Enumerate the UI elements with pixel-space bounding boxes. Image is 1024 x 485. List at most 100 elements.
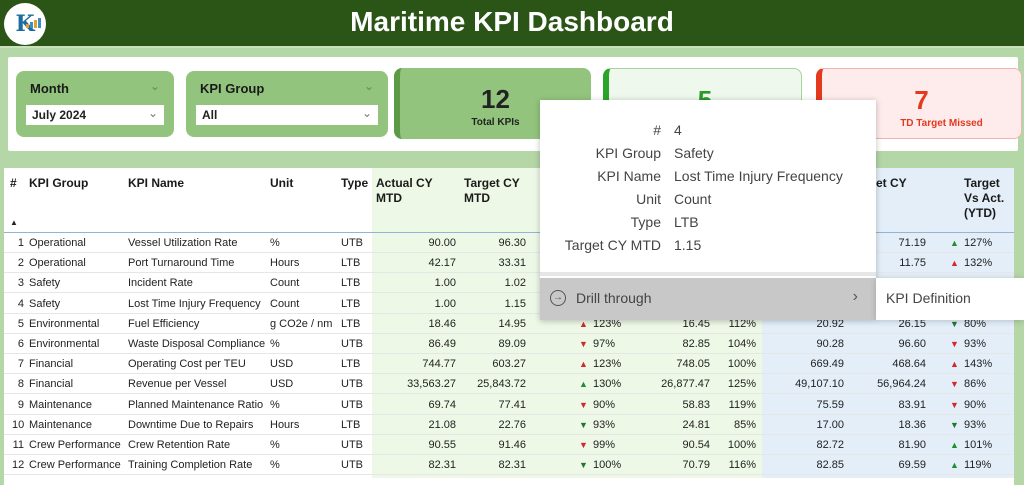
- cell-tva_ytd: 101%: [964, 439, 993, 451]
- cell-tva_mtd: 123%: [593, 358, 622, 371]
- table-row[interactable]: 5 Environmental Fuel Efficiency g CO2e / nm…: [4, 314, 1014, 334]
- cell-a_mtd: 90.00: [428, 237, 456, 249]
- cell-a_ytd: 49,107.10: [795, 378, 844, 391]
- cell-unit: Count: [270, 297, 300, 310]
- drill-submenu[interactable]: KPI Definition: [876, 278, 1024, 320]
- tooltip-key: KPI Group: [595, 145, 661, 161]
- cell-cy_py: 100%: [727, 439, 756, 451]
- cell-type: UTB: [341, 439, 363, 451]
- cell-a_mtd: 21.08: [428, 418, 456, 431]
- chevron-down-icon: ⌄: [361, 106, 372, 120]
- cell-tva_ytd: 86%: [964, 378, 987, 391]
- month-value: July 2024: [32, 108, 87, 122]
- kpi-definition-menu-item[interactable]: KPI Definition: [886, 290, 971, 306]
- cell-name: Waste Disposal Compliance: [128, 338, 266, 350]
- cell-group: Crew Performance: [29, 459, 121, 472]
- triangle-down-icon: ▼: [579, 440, 588, 450]
- cell-unit: %: [270, 237, 280, 249]
- cell-name: Crew Retention Rate: [128, 439, 231, 451]
- table-row[interactable]: 6 Environmental Waste Disposal Compliance%…: [4, 334, 1014, 354]
- chevron-right-icon: ›: [852, 288, 858, 305]
- tooltip-value: 4: [674, 122, 682, 138]
- cell-group: Environmental: [29, 317, 100, 330]
- cell-unit: %: [270, 338, 280, 350]
- cell-name: Lost Time Injury Frequency: [128, 297, 261, 310]
- table-row[interactable]: 8 Financial Revenue per Vessel USD UTB 33,563…: [4, 374, 1014, 395]
- cell-n: 3: [17, 277, 24, 290]
- table-row[interactable]: 2 Operational Port Turnaround Time Hours LTB…: [4, 253, 1014, 274]
- col-header-kpi-group[interactable]: KPI Group: [29, 176, 89, 190]
- kpi-group-dropdown[interactable]: All ⌄: [196, 105, 378, 125]
- cell-cy_py: 116%: [728, 459, 756, 472]
- cell-unit: Count: [270, 277, 300, 290]
- month-dropdown[interactable]: July 2024 ⌄: [26, 105, 164, 125]
- cell-t_mtd: 22.76: [498, 418, 526, 431]
- triangle-down-icon: ▼: [950, 318, 959, 329]
- triangle-up-icon: ▲: [950, 460, 959, 471]
- table-row[interactable]: 7 Financial Operating Cost per TEU USD LTB 74…: [4, 354, 1014, 375]
- col-header-unit[interactable]: Unit: [270, 176, 294, 190]
- col-header-target-vs-act-ytd[interactable]: Target Vs Act. (YTD): [964, 176, 1005, 220]
- chevron-down-icon[interactable]: ⌄: [363, 79, 374, 93]
- table-row[interactable]: 3 Safety Incident Rate Count LTB 1.00 1.02: [4, 273, 1014, 294]
- cell-a_mtd: 82.31: [428, 459, 456, 472]
- cell-n: 8: [17, 378, 24, 391]
- target-missed-label: TD Target Missed: [900, 118, 983, 129]
- cell-tva_ytd: 132%: [964, 257, 993, 270]
- triangle-up-icon: ▲: [950, 258, 959, 269]
- cell-unit: USD: [270, 378, 294, 391]
- cell-type: UTB: [341, 398, 363, 411]
- cell-type: LTB: [341, 257, 361, 270]
- col-header-actual-cy-mtd[interactable]: Actual CY MTD: [376, 176, 433, 205]
- kpi-group-label: KPI Group: [200, 81, 265, 96]
- chart-bars-icon: [26, 18, 41, 28]
- drill-through-menu-item[interactable]: → Drill through ›: [540, 278, 876, 320]
- cell-group: Safety: [29, 297, 61, 310]
- triangle-down-icon: ▼: [579, 339, 588, 349]
- cell-n: 5: [17, 317, 24, 330]
- col-header-num[interactable]: #: [10, 176, 17, 190]
- cell-a_mtd: 69.74: [428, 398, 456, 411]
- triangle-down-icon: ▼: [579, 399, 588, 410]
- triangle-down-icon: ▼: [579, 460, 588, 471]
- cell-type: UTB: [341, 459, 363, 472]
- cell-name: Fuel Efficiency: [128, 317, 200, 330]
- cell-a_ytd: 82.72: [816, 439, 844, 451]
- triangle-down-icon: ▼: [950, 399, 959, 410]
- tooltip-key: #: [653, 122, 661, 138]
- cell-py_mtd: 16.45: [682, 317, 710, 330]
- cell-tva_ytd: 127%: [964, 237, 993, 249]
- table-row[interactable]: 1 Operational Vessel Utilization Rate% UTB 9…: [4, 233, 1014, 253]
- col-header-type[interactable]: Type: [341, 176, 369, 190]
- month-slicer[interactable]: Month ⌄ July 2024 ⌄: [16, 71, 174, 137]
- cell-t_ytd: 56,964.24: [877, 378, 926, 391]
- cell-type: LTB: [341, 297, 361, 310]
- table-row[interactable]: 11 Crew Performance Crew Retention Rate% UT…: [4, 435, 1014, 455]
- cell-group: Environmental: [29, 338, 100, 350]
- col-header-kpi-name[interactable]: KPI Name: [128, 176, 185, 190]
- chevron-down-icon[interactable]: ⌄: [149, 79, 160, 93]
- cell-t_ytd: 468.64: [892, 358, 926, 371]
- table-row[interactable]: 10 Maintenance Downtime Due to Repairs Hour…: [4, 415, 1014, 435]
- triangle-up-icon: ▲: [579, 379, 588, 390]
- cell-a_ytd: 669.49: [810, 358, 844, 371]
- kpi-group-slicer[interactable]: KPI Group ⌄ All ⌄: [186, 71, 388, 137]
- table-row[interactable]: 4 Safety Lost Time Injury Frequency Count LT…: [4, 294, 1014, 314]
- table-row[interactable]: 9 Maintenance Planned Maintenance Ratio% UT…: [4, 395, 1014, 415]
- cell-tva_mtd: 100%: [593, 459, 622, 472]
- table-row[interactable]: 12 Crew Performance Training Completion Ra…: [4, 455, 1014, 476]
- col-header-target-cy-mtd[interactable]: Target CY MTD: [464, 176, 520, 205]
- cell-tva_ytd: 93%: [964, 338, 987, 350]
- col-header-target-cy-ytd[interactable]: et CY: [876, 176, 907, 190]
- cell-a_ytd: 20.92: [816, 317, 844, 330]
- cell-a_ytd: 75.59: [816, 398, 844, 411]
- cell-a_mtd: 86.49: [428, 338, 456, 350]
- cell-t_ytd: 18.36: [898, 418, 926, 431]
- cell-t_mtd: 14.95: [498, 317, 526, 330]
- cell-t_mtd: 33.31: [498, 257, 526, 270]
- drill-through-label: Drill through: [576, 290, 652, 306]
- cell-n: 4: [17, 297, 24, 310]
- triangle-down-icon: ▼: [579, 419, 588, 430]
- sort-ascending-icon[interactable]: ▲: [10, 218, 18, 227]
- triangle-up-icon: ▲: [579, 359, 588, 370]
